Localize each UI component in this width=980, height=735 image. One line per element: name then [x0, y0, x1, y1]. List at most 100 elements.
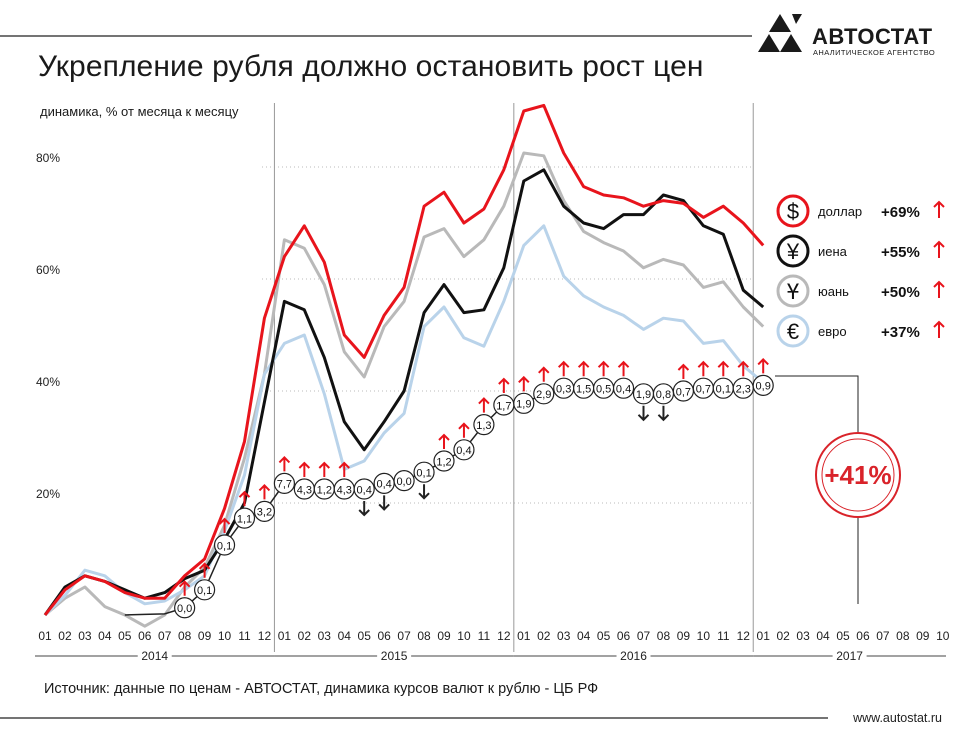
arrow-up-icon [617, 360, 630, 377]
year-label-bg [616, 648, 651, 664]
x-tick-label: 03 [557, 629, 571, 643]
price-change-marker [453, 439, 475, 461]
x-tick-label: 04 [577, 629, 591, 643]
legend-name: иена [818, 244, 848, 259]
brand-tagline: АНАЛИТИЧЕСКОЕ АГЕНТСТВО [813, 48, 936, 57]
x-tick-label: 08 [417, 629, 431, 643]
x-tick-label: 07 [637, 629, 651, 643]
price-change-label: 3,2 [257, 507, 272, 519]
year-label: 2016 [620, 649, 647, 663]
arrow-up-icon [933, 280, 945, 298]
arrow-up-icon [557, 360, 570, 377]
euro-icon [776, 314, 810, 348]
price-change-label: 1,5 [576, 384, 591, 396]
price-change-label: 2,9 [536, 389, 551, 401]
arrow-up-icon [518, 375, 530, 392]
arrow-up-icon [218, 517, 231, 533]
arrow-up-icon [478, 397, 490, 413]
price-change-marker [233, 507, 256, 529]
arrow-up-icon [538, 366, 550, 382]
price-change-marker [213, 534, 236, 556]
arrow-up-icon [933, 200, 945, 218]
price-change-label: 0,4 [456, 445, 471, 457]
legend-change: +37% [881, 324, 920, 341]
price-change-label: 1,9 [516, 399, 531, 411]
arrow-up-icon [757, 357, 769, 374]
series-line-euro [43, 224, 765, 617]
chart-subtitle: динамика, % от месяца к месяцу [40, 104, 239, 119]
price-change-marker [174, 597, 196, 619]
arrow-up-icon [338, 461, 350, 477]
price-change-marker [353, 478, 375, 500]
x-tick-label: 12 [737, 629, 751, 643]
autostat-logo-icon [758, 14, 802, 52]
x-tick-label: 11 [478, 629, 491, 643]
series-line-yen [43, 168, 765, 616]
legend-change: +69% [881, 204, 920, 221]
arrow-up-icon [458, 422, 470, 438]
x-tick-label: 10 [218, 629, 232, 643]
x-tick-label: 02 [776, 629, 790, 643]
price-change-label: 0,8 [656, 389, 671, 401]
x-tick-label: 09 [677, 629, 691, 643]
legend-name: юань [818, 284, 849, 299]
price-change-marker [393, 470, 415, 492]
x-tick-label: 12 [497, 629, 511, 643]
x-tick-label: 03 [318, 629, 332, 643]
price-change-label: 1,9 [636, 389, 651, 401]
price-change-label: 0,3 [556, 384, 571, 396]
x-tick-label: 08 [657, 629, 671, 643]
x-tick-label: 10 [457, 629, 471, 643]
price-curve-line [124, 384, 764, 616]
price-change-label: 0,1 [716, 384, 731, 396]
legend-change: +50% [881, 284, 920, 301]
arrow-up-icon [597, 360, 610, 377]
price-change-label: 4,3 [297, 484, 312, 496]
x-tick-label: 03 [796, 629, 810, 643]
x-tick-label: 02 [298, 629, 312, 643]
arrow-up-icon [198, 562, 211, 578]
year-label-bg [832, 648, 867, 664]
brand-name: АВТОСТАТ [812, 24, 933, 49]
year-label-bg [137, 648, 172, 664]
price-change-marker [253, 500, 276, 522]
price-change-label: 0,0 [177, 603, 192, 615]
x-tick-label: 07 [876, 629, 890, 643]
arrow-down-icon [418, 484, 430, 500]
x-tick-label: 07 [158, 629, 172, 643]
arrow-up-icon [298, 461, 311, 477]
chart-title: Укрепление рубля должно остановить рост … [38, 50, 704, 83]
yuan-icon-glyph: Ұ [787, 279, 800, 304]
price-change-marker [612, 377, 635, 399]
x-tick-label: 11 [717, 629, 730, 643]
arrow-up-icon [238, 490, 251, 507]
y-tick-label: 80% [36, 151, 60, 165]
arrow-down-icon [657, 405, 670, 422]
x-tick-label: 04 [338, 629, 352, 643]
x-tick-label: 06 [617, 629, 631, 643]
price-change-label: 4,3 [337, 484, 352, 496]
price-change-label: 0,4 [357, 484, 372, 496]
x-tick-label: 06 [856, 629, 870, 643]
series-line-yuan [44, 151, 765, 628]
arrow-up-icon [438, 433, 450, 449]
arrow-up-icon [697, 360, 710, 377]
arrow-down-icon [378, 495, 390, 511]
price-change-label: 1,3 [476, 420, 491, 432]
x-tick-label: 09 [198, 629, 212, 643]
price-change-marker [273, 472, 295, 494]
x-tick-label: 05 [358, 629, 372, 643]
total-change-label: +41% [824, 460, 891, 490]
dollar-icon-glyph: $ [787, 199, 799, 224]
year-label: 2017 [836, 649, 863, 663]
x-tick-label: 05 [836, 629, 850, 643]
y-tick-label: 20% [36, 487, 60, 501]
x-tick-label: 11 [238, 629, 251, 643]
arrow-up-icon [278, 455, 291, 472]
x-tick-label: 04 [816, 629, 830, 643]
series-line-dollar [43, 103, 765, 616]
price-change-label: 0,7 [696, 384, 711, 396]
arrow-down-icon [358, 501, 370, 517]
price-change-label: 0,1 [217, 540, 232, 552]
